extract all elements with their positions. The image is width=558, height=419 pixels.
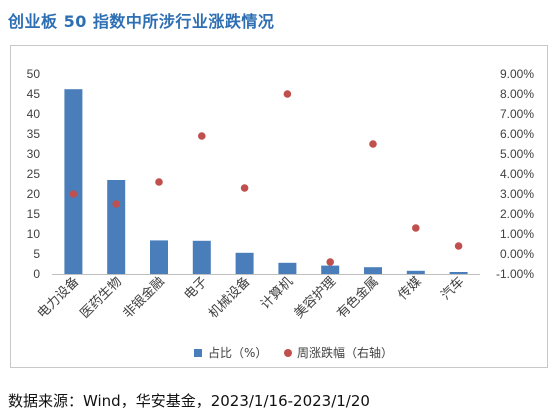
right-tick-label: -1.00% bbox=[496, 267, 534, 281]
data-source-note: 数据来源：Wind，华安基金，2023/1/16-2023/1/20 bbox=[8, 392, 370, 410]
point bbox=[198, 132, 206, 140]
left-tick-label: 5 bbox=[33, 247, 40, 261]
left-tick-label: 50 bbox=[27, 67, 41, 81]
left-tick-label: 10 bbox=[27, 227, 41, 241]
chart-title: 创业板 50 指数中所涉行业涨跌情况 bbox=[8, 12, 275, 31]
right-tick-label: 2.00% bbox=[500, 207, 534, 221]
bar bbox=[321, 265, 340, 274]
right-tick-label: 7.00% bbox=[500, 107, 534, 121]
legend-bar-label: 占比（%） bbox=[208, 345, 267, 360]
bar bbox=[364, 267, 382, 274]
right-tick-label: 6.00% bbox=[500, 127, 534, 141]
bar bbox=[235, 252, 254, 274]
category-label: 电子 bbox=[182, 274, 211, 303]
left-tick-label: 40 bbox=[27, 107, 41, 121]
bar bbox=[64, 89, 83, 274]
category-label: 汽车 bbox=[438, 274, 468, 304]
point bbox=[283, 90, 292, 98]
left-axis: 0 5 10 15 20 25 30 35 40 45 50 bbox=[27, 67, 41, 281]
point-series bbox=[69, 90, 463, 266]
category-label: 机械设备 bbox=[205, 274, 253, 322]
category-label: 美容护理 bbox=[291, 274, 339, 322]
chart-frame bbox=[10, 45, 548, 368]
right-tick-label: 3.00% bbox=[500, 187, 534, 201]
right-tick-label: 0.00% bbox=[500, 247, 534, 261]
point bbox=[412, 224, 420, 232]
category-label: 电力设备 bbox=[34, 274, 82, 322]
point bbox=[326, 258, 335, 266]
bar-series bbox=[64, 89, 468, 274]
point bbox=[112, 200, 120, 208]
point bbox=[69, 190, 78, 198]
point bbox=[454, 242, 463, 250]
category-label: 传媒 bbox=[396, 274, 425, 303]
left-tick-label: 30 bbox=[27, 147, 41, 161]
point bbox=[240, 184, 249, 192]
legend-point-label: 周涨跌幅（右轴） bbox=[297, 345, 393, 360]
point bbox=[155, 178, 163, 186]
point bbox=[369, 140, 377, 148]
bar bbox=[107, 180, 126, 274]
category-label: 医药生物 bbox=[78, 274, 125, 321]
bar bbox=[150, 240, 168, 274]
legend-point-swatch bbox=[284, 349, 292, 357]
right-tick-label: 8.00% bbox=[500, 87, 534, 101]
bar bbox=[406, 270, 425, 274]
left-tick-label: 45 bbox=[27, 87, 41, 101]
left-tick-label: 20 bbox=[27, 187, 41, 201]
right-tick-label: 4.00% bbox=[500, 167, 534, 181]
legend-bar-swatch bbox=[194, 349, 202, 357]
left-tick-label: 0 bbox=[33, 267, 40, 281]
left-tick-label: 35 bbox=[27, 127, 41, 141]
left-tick-label: 15 bbox=[27, 207, 41, 221]
left-tick-label: 25 bbox=[27, 167, 41, 181]
legend: 占比（%） 周涨跌幅（右轴） bbox=[194, 345, 393, 360]
bar bbox=[192, 240, 211, 274]
category-label: 有色金属 bbox=[334, 274, 382, 322]
category-label: 计算机 bbox=[258, 274, 296, 312]
bar bbox=[449, 272, 468, 274]
bar bbox=[278, 262, 297, 274]
right-axis: -1.00% 0.00% 1.00% 2.00% 3.00% 4.00% 5.00% 6.00… bbox=[496, 67, 534, 281]
right-tick-label: 1.00% bbox=[500, 227, 534, 241]
right-tick-label: 5.00% bbox=[500, 147, 534, 161]
category-label: 非银金融 bbox=[120, 274, 168, 322]
right-tick-label: 9.00% bbox=[500, 67, 534, 81]
